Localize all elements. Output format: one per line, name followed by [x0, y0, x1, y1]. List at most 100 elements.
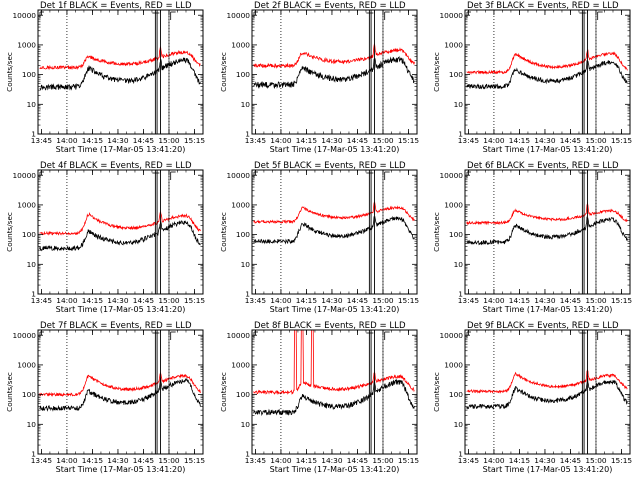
y-tick-label: 10: [241, 100, 251, 109]
x-tick-label: 14:00: [483, 296, 505, 305]
x-tick-label: 15:00: [158, 296, 180, 305]
x-tick-label: 14:45: [560, 456, 582, 465]
x-tick-label: 14:45: [560, 296, 582, 305]
x-tick-label: 14:45: [133, 456, 155, 465]
y-axis-label: Counts/sec: [5, 372, 14, 412]
y-axis-label: Counts/sec: [219, 52, 228, 92]
y-tick-label: 1: [31, 290, 36, 299]
y-tick-label: 100: [22, 70, 36, 79]
chart-panel-3: Det 3f BLACK = Events, RED = LLD 1 10 100 10…: [432, 1, 632, 154]
y-tick-label: 1000: [444, 41, 463, 50]
x-tick-label: 14:15: [296, 296, 318, 305]
y-axis-label: Counts/sec: [432, 212, 441, 252]
x-axis-label: Start Time (17-Mar-05 13:41:20): [270, 465, 400, 474]
y-tick-label: 1: [245, 450, 250, 459]
x-tick-label: 14:00: [483, 136, 505, 145]
y-tick-label: 10000: [12, 331, 36, 340]
x-tick-label: 14:00: [56, 296, 78, 305]
y-tick-label: 1000: [444, 201, 463, 210]
series-line-events: [253, 215, 415, 245]
x-tick-label: 15:00: [585, 296, 607, 305]
y-tick-label: 10000: [226, 331, 250, 340]
chart-panel-6: Det 6f BLACK = Events, RED = LLD 1 10 100 10…: [432, 161, 632, 314]
panel-title: Det 1f BLACK = Events, RED = LLD: [40, 1, 192, 11]
plot-frame: [251, 169, 418, 295]
x-tick-label: 14:30: [107, 296, 129, 305]
x-tick-label: 14:00: [56, 456, 78, 465]
plot-frame: [464, 329, 631, 455]
series-line-lld: [253, 329, 415, 396]
y-tick-label: 1: [245, 290, 250, 299]
x-tick-label: 13:45: [31, 136, 53, 145]
x-tick-label: 14:15: [82, 136, 104, 145]
x-tick-label: 14:30: [534, 136, 556, 145]
chart-panel-2: Det 2f BLACK = Events, RED = LLD 1 10 100 10…: [219, 1, 419, 154]
plot-frame: [251, 9, 418, 135]
x-tick-label: 15:15: [611, 136, 633, 145]
x-tick-label: 14:30: [534, 456, 556, 465]
x-tick-label: 14:00: [56, 136, 78, 145]
x-tick-label: 13:45: [458, 296, 480, 305]
x-axis-label: Start Time (17-Mar-05 13:41:20): [56, 465, 186, 474]
x-axis-label: Start Time (17-Mar-05 13:41:20): [270, 145, 400, 154]
plot-frame: [37, 9, 204, 135]
x-tick-label: 14:45: [133, 296, 155, 305]
chart-panel-4: Det 4f BLACK = Events, RED = LLD 1 10 100 10…: [5, 161, 205, 314]
y-axis-label: Counts/sec: [219, 372, 228, 412]
x-tick-label: 13:45: [245, 296, 267, 305]
series-line-events: [466, 60, 628, 90]
plot-frame: [464, 9, 631, 135]
x-tick-label: 14:15: [509, 296, 531, 305]
y-tick-label: 100: [236, 230, 250, 239]
series-line-events: [466, 377, 628, 410]
y-tick-label: 10: [241, 420, 251, 429]
series-line-events: [39, 220, 201, 252]
x-tick-label: 15:00: [158, 136, 180, 145]
plot-frame: [37, 169, 204, 295]
y-tick-label: 10000: [226, 171, 250, 180]
y-tick-label: 10000: [12, 171, 36, 180]
y-tick-label: 1: [31, 130, 36, 139]
x-axis-label: Start Time (17-Mar-05 13:41:20): [56, 305, 186, 314]
x-tick-label: 15:15: [184, 296, 206, 305]
x-tick-label: 14:15: [296, 136, 318, 145]
panel-title: Det 9f BLACK = Events, RED = LLD: [467, 321, 619, 331]
y-tick-label: 1000: [17, 361, 36, 370]
plot-frame: [37, 329, 204, 455]
y-axis-label: Counts/sec: [5, 52, 14, 92]
y-tick-label: 1: [458, 450, 463, 459]
y-tick-label: 10: [27, 420, 37, 429]
x-tick-label: 14:30: [321, 296, 343, 305]
x-tick-label: 15:15: [398, 296, 420, 305]
y-tick-label: 10000: [439, 331, 463, 340]
chart-panel-7: Det 7f BLACK = Events, RED = LLD 1 10 100 10…: [5, 321, 205, 474]
y-tick-label: 100: [449, 230, 463, 239]
y-tick-label: 10: [27, 100, 37, 109]
x-tick-label: 14:45: [560, 136, 582, 145]
series-line-lld: [39, 211, 201, 236]
y-tick-label: 1: [31, 450, 36, 459]
series-line-lld: [466, 49, 628, 75]
y-axis-label: Counts/sec: [432, 52, 441, 92]
x-axis-label: Start Time (17-Mar-05 13:41:20): [270, 305, 400, 314]
panel-title: Det 2f BLACK = Events, RED = LLD: [254, 1, 406, 11]
y-tick-label: 10000: [226, 11, 250, 20]
y-tick-label: 1000: [231, 361, 250, 370]
chart-panel-1: Det 1f BLACK = Events, RED = LLD 1 10 100 10…: [5, 1, 205, 154]
x-tick-label: 14:45: [347, 296, 369, 305]
series-line-lld: [466, 202, 628, 226]
y-tick-label: 10: [454, 100, 464, 109]
y-tick-label: 1000: [231, 41, 250, 50]
y-axis-label: Counts/sec: [432, 372, 441, 412]
series-line-lld: [39, 371, 201, 397]
x-tick-label: 15:15: [398, 136, 420, 145]
y-tick-label: 10: [454, 260, 464, 269]
x-tick-label: 13:45: [31, 296, 53, 305]
series-line-lld: [253, 201, 415, 225]
chart-panel-9: Det 9f BLACK = Events, RED = LLD 1 10 100 10…: [432, 321, 632, 474]
x-axis-label: Start Time (17-Mar-05 13:41:20): [483, 465, 613, 474]
y-tick-label: 1: [458, 130, 463, 139]
x-tick-label: 15:15: [611, 296, 633, 305]
x-tick-label: 13:45: [458, 136, 480, 145]
